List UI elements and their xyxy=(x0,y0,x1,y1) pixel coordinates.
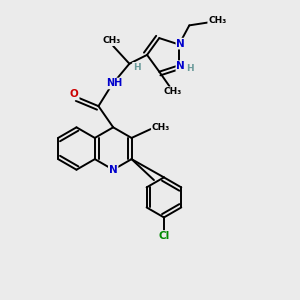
Text: CH₃: CH₃ xyxy=(164,87,181,96)
Text: N: N xyxy=(176,39,185,49)
Text: O: O xyxy=(70,89,79,99)
Text: CH₃: CH₃ xyxy=(103,36,121,45)
Text: CH₃: CH₃ xyxy=(208,16,226,26)
Text: H: H xyxy=(186,64,194,73)
Text: CH₃: CH₃ xyxy=(152,123,170,132)
Text: Cl: Cl xyxy=(158,231,169,241)
Text: NH: NH xyxy=(106,79,122,88)
Text: H: H xyxy=(133,63,141,72)
Text: N: N xyxy=(109,165,118,175)
Text: N: N xyxy=(176,61,185,71)
